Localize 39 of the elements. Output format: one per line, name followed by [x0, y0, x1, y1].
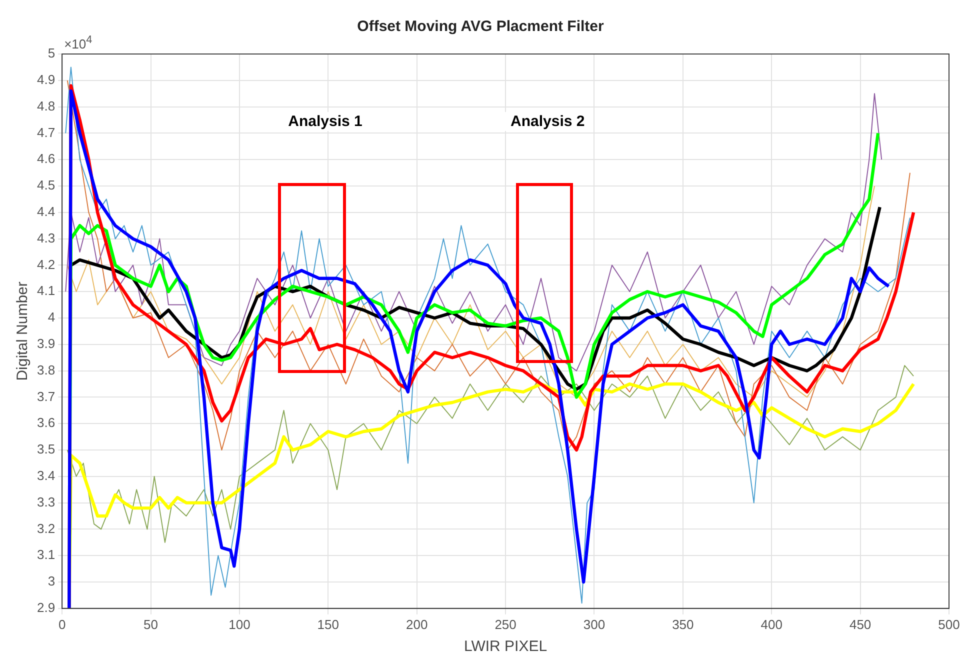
y-tick-label: 4.2 [36, 256, 56, 272]
y-axis-title: Digital Number [14, 282, 32, 381]
y-tick-label: 4.4 [36, 204, 56, 219]
y-tick-label: 3.1 [36, 547, 56, 562]
y-tick-label: 4.5 [36, 178, 56, 193]
text: ×10$^{4}$ [64, 34, 92, 52]
x-tick-label: 300 [583, 616, 606, 632]
y-tick-label: 4.3 [36, 230, 56, 246]
x-tick-label: 400 [760, 616, 782, 632]
x-tick-label: 150 [317, 616, 339, 632]
x-tick-label: 500 [938, 616, 960, 632]
x-tick-label: 250 [494, 616, 516, 632]
y-tick-label: 4.8 [36, 98, 56, 114]
x-tick-label: 450 [849, 616, 872, 632]
y-tick-label: 3 [48, 574, 56, 589]
y-tick-label: 3.2 [36, 520, 56, 536]
annotation: Analysis 1 [282, 112, 368, 132]
y-tick-label: 4.1 [36, 283, 56, 298]
y-tick-label: 4 [48, 310, 56, 325]
y-tick-label: 3.9 [36, 336, 56, 351]
x-tick-label: 350 [672, 616, 694, 632]
y-tick-label: 3.3 [36, 494, 56, 510]
x-axis-title: LWIR PIXEL [464, 638, 548, 656]
y-tick-label: 5 [48, 46, 56, 61]
y-tick-label: 3.8 [36, 362, 56, 378]
x-tick-label: 100 [228, 616, 250, 632]
y-tick-label: 4.7 [36, 124, 56, 140]
annotation: Analysis 2 [504, 112, 591, 132]
y-tick-label: 3.6 [36, 415, 56, 430]
chart-title: Offset Moving AVG Placment Filter [357, 18, 604, 36]
x-tick-label: 0 [58, 616, 66, 632]
y-tick-label: 2.9 [36, 600, 56, 615]
y-tick-label: 3.7 [36, 388, 56, 404]
y-tick-label: 4.9 [36, 72, 56, 87]
x-tick-label: 50 [144, 616, 158, 632]
y-tick-label: 3.4 [36, 468, 56, 483]
y-tick-label: 3.5 [36, 442, 56, 457]
x-tick-label: 200 [406, 616, 428, 632]
y-tick-label: 4.6 [36, 151, 56, 166]
